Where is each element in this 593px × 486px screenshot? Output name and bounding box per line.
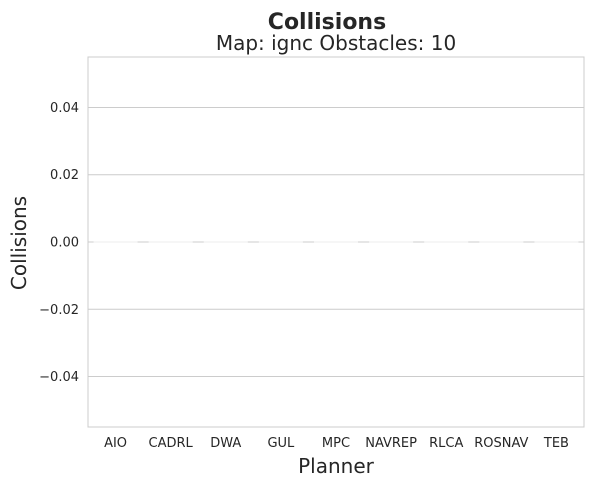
x-tick-label: CADRL <box>149 436 194 451</box>
y-tick-label: 0.04 <box>50 101 79 116</box>
x-tick-label: AIO <box>104 436 127 451</box>
bar-rlca <box>424 241 469 243</box>
x-tick-label: RLCA <box>429 436 463 451</box>
plot-frame <box>87 56 585 428</box>
x-tick-label: ROSNAV <box>474 436 528 451</box>
x-tick-label: GUL <box>267 436 295 451</box>
x-tick-label: DWA <box>210 436 241 451</box>
bar-dwa <box>203 241 248 243</box>
chart-subtitle: Map: ignc Obstacles: 10 <box>216 31 456 55</box>
bars <box>93 241 579 243</box>
x-axis-label: Planner <box>298 454 375 478</box>
x-tick-labels: AIO CADRL DWA GUL MPC NAVREP RLCA ROSNAV TEB <box>104 436 569 451</box>
y-axis-label: Collisions <box>7 196 31 290</box>
y-tick-label: 0.02 <box>50 168 79 183</box>
y-tick-label: 0.00 <box>50 236 79 251</box>
x-tick-label: MPC <box>322 436 350 451</box>
y-tick-label: −0.02 <box>39 303 79 318</box>
bar-gul <box>258 241 303 243</box>
y-tick-labels: 0.04 0.02 0.00 −0.02 −0.04 <box>39 101 79 385</box>
bar-aio <box>93 241 138 243</box>
bar-rosnav <box>479 241 524 243</box>
x-tick-label: NAVREP <box>365 436 417 451</box>
bar-mpc <box>313 241 359 243</box>
bar-teb <box>534 241 579 243</box>
x-tick-label: TEB <box>543 436 569 451</box>
bar-navrep <box>369 241 414 243</box>
y-tick-label: −0.04 <box>39 370 79 385</box>
bar-cadrl <box>148 241 193 243</box>
chart-title: Collisions <box>268 10 386 35</box>
